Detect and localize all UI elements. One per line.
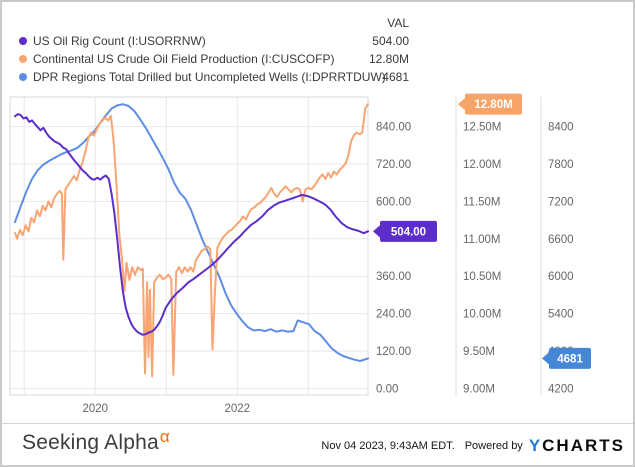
footer: Seeking Alphaα Nov 04 2023, 9:43AM EDT. … [2, 424, 633, 465]
ycharts-charts: CHARTS [542, 436, 625, 455]
y-axis-tick-label: 600.00 [376, 196, 411, 208]
legend-val-header: VAL [387, 16, 409, 30]
legend-row: US Oil Rig Count (I:USORRNW) 504.00 [2, 32, 633, 50]
ycharts-y: Y [528, 436, 543, 455]
series-line-us-oil-rig-count [14, 113, 369, 336]
legend-row: DPR Regions Total Drilled but Uncomplete… [2, 68, 633, 86]
chart-svg: 840.00 720.00 600.00 360.00 240.00 120.00 0.00… [9, 93, 591, 415]
y-axis-tick-label: 7800 [548, 159, 574, 171]
y-axis-tick-label: 11.50M [463, 196, 501, 208]
y-axis-tick-label: 7200 [548, 196, 574, 208]
callout-arrow-duc-wells [542, 351, 550, 366]
legend-label: Continental US Crude Oil Field Productio… [33, 52, 335, 66]
footer-divider [2, 423, 633, 424]
y-axis-tick-label: 6000 [548, 271, 574, 283]
timestamp: Nov 04 2023, 9:43AM EDT. [321, 440, 455, 452]
callout-arrow-us-oil-rig-count [373, 224, 381, 239]
y-axis-tick-label: 9.00M [463, 383, 495, 395]
y-axis-tick-label: 240.00 [376, 309, 411, 321]
footer-right: Nov 04 2023, 9:43AM EDT. Powered by YCHA… [321, 436, 625, 456]
y-axis-tick-label: 720.00 [376, 159, 411, 171]
plot-border [9, 96, 369, 396]
callout-box-us-oil-rig-count [380, 220, 437, 242]
series-line-duc-wells [14, 103, 369, 362]
y-axis-tick-label: 11.00M [463, 234, 501, 246]
y-axis-tick-label: 120.00 [376, 346, 411, 358]
x-axis-tick-label: 2022 [225, 403, 251, 415]
x-axis-tick-label: 2020 [82, 403, 108, 415]
y-axis-tick-label: 12.00M [463, 159, 501, 171]
y-axis-tick-label: 5400 [548, 309, 574, 321]
y-axis-tick-label: 10.50M [463, 271, 501, 283]
seeking-alpha-wordmark: Seeking Alpha [22, 431, 159, 454]
y-axis-tick-label: 840.00 [376, 122, 411, 134]
legend-row: Continental US Crude Oil Field Productio… [2, 50, 633, 68]
y-axis-tick-label: 360.00 [376, 271, 411, 283]
callout-label-us-oil-rig-count: 504.00 [391, 226, 426, 238]
alpha-icon: α [159, 427, 170, 446]
callout-box-duc-wells [549, 347, 591, 369]
legend-label: US Oil Rig Count (I:USORRNW) [33, 34, 206, 48]
callout-label-crude-oil-production: 12.80M [474, 99, 512, 111]
powered-by-label: Powered by [464, 440, 523, 452]
legend-value: 4681 [382, 70, 409, 84]
callout-arrow-crude-oil-production [458, 97, 466, 112]
ycharts-logo: YCHARTS [529, 436, 625, 456]
y-axis-tick-label: 0.00 [376, 383, 398, 395]
legend-value: 12.80M [368, 52, 409, 66]
y-axis-tick-label: 4200 [548, 383, 574, 395]
series-bullet-icon [19, 73, 27, 81]
y-axis-tick-label: 10.00M [463, 309, 501, 321]
y-axis-tick-label: 9.50M [463, 346, 495, 358]
y-axis-tick-label: 8400 [548, 122, 574, 134]
seeking-alpha-logo: Seeking Alphaα [22, 427, 170, 455]
callout-label-duc-wells: 4681 [557, 353, 583, 365]
y-axis-tick-label: 12.50M [463, 122, 501, 134]
series-bullet-icon [19, 55, 27, 63]
y-axis-tick-label: 6600 [548, 234, 574, 246]
legend-value: 504.00 [372, 34, 409, 48]
series-line-crude-oil-production [14, 103, 369, 378]
legend-label: DPR Regions Total Drilled but Uncomplete… [33, 70, 386, 84]
callout-box-crude-oil-production [465, 93, 522, 115]
series-bullet-icon [19, 37, 27, 45]
